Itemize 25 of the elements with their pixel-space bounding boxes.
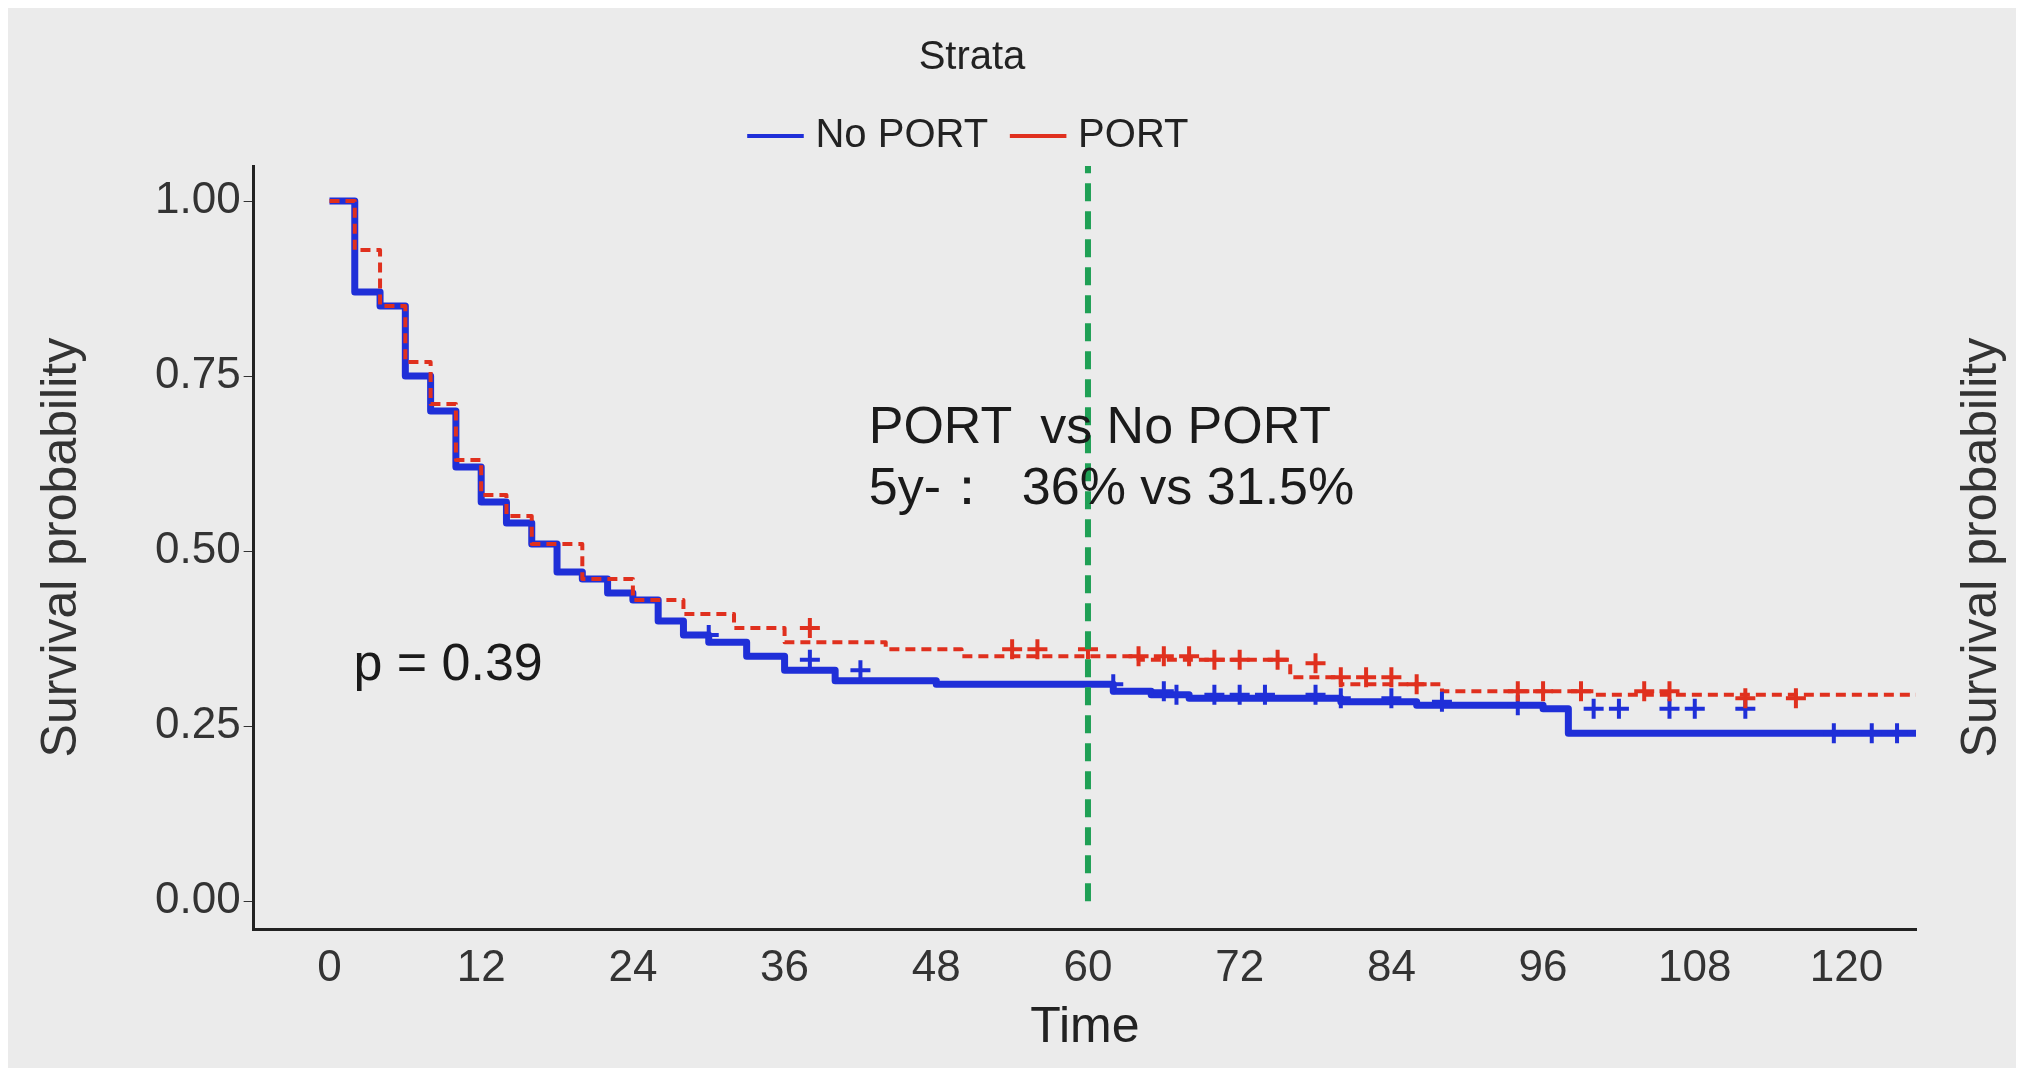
- x-tick-label: 84: [1366, 940, 1416, 990]
- annotation: p = 0.39: [353, 632, 543, 691]
- annotation: 5y-： 36% vs 31.5%: [868, 456, 1355, 515]
- y-tick-label: 0.75: [155, 348, 241, 398]
- x-axis-title: Time: [1030, 996, 1140, 1053]
- y-tick-label: 0.00: [155, 873, 241, 923]
- y-tick-label: 0.50: [155, 523, 241, 573]
- x-tick-label: 0: [317, 940, 342, 990]
- y2-axis-title: Survival probability: [1951, 337, 2007, 758]
- x-tick-label: 36: [760, 940, 810, 990]
- annotation: PORT vs No PORT: [868, 395, 1332, 454]
- legend-label: No PORT: [815, 111, 989, 156]
- x-tick-label: 96: [1518, 940, 1568, 990]
- x-tick-label: 72: [1215, 940, 1265, 990]
- x-tick-label: 48: [911, 940, 961, 990]
- legend-label: PORT: [1078, 111, 1189, 156]
- x-tick-label: 108: [1658, 940, 1732, 990]
- x-tick-label: 60: [1063, 940, 1113, 990]
- y-tick-label: 0.25: [155, 698, 241, 748]
- x-tick-label: 120: [1809, 940, 1884, 990]
- legend-title: Strata: [918, 33, 1027, 78]
- y-tick-label: 1.00: [155, 173, 241, 223]
- y-axis-title: Survival probability: [30, 337, 87, 758]
- x-tick-label: 24: [608, 940, 658, 990]
- x-tick-label: 12: [456, 940, 506, 990]
